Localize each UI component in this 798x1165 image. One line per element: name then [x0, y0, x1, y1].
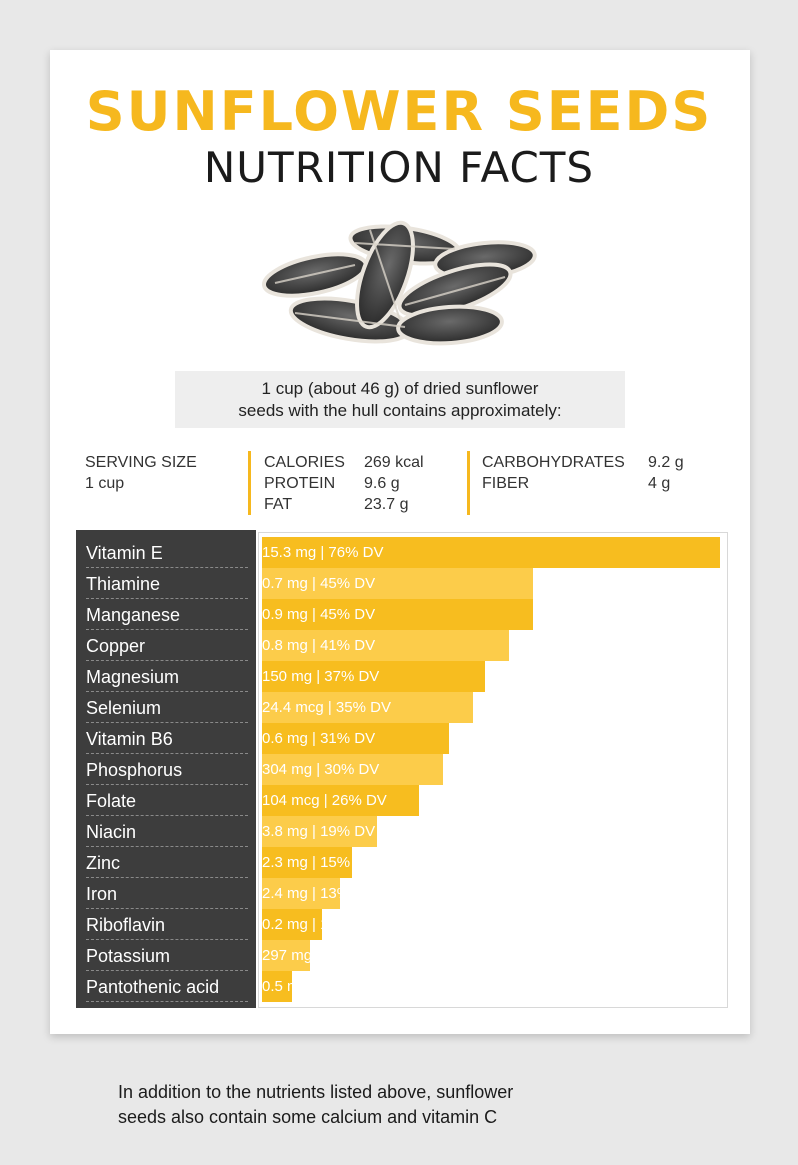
nutrient-bar	[262, 661, 485, 692]
nutrient-label: Manganese	[86, 600, 248, 630]
nutrient-bar-chart: Vitamin E Thiamine Manganese Copper Magnesiu…	[76, 530, 728, 1008]
bar-value-label: 15.3 mg | 76% DV	[262, 544, 384, 561]
serving-note-line-1: 1 cup (about 46 g) of dried sunflower	[261, 378, 539, 398]
nutrient-label: Niacin	[86, 817, 248, 847]
bar-value-label: 297 mg | 8% DV	[262, 947, 371, 964]
bar-value-label: 0.9 mg | 45% DV	[262, 606, 376, 623]
nutrient-bar	[262, 909, 322, 940]
calories-label: CALORIES	[264, 454, 345, 471]
bar-value-label: 3.8 mg | 19% DV	[262, 823, 376, 840]
fat-value: 23.7 g	[364, 496, 409, 513]
nutrient-bar	[262, 940, 310, 971]
protein-value: 9.6 g	[364, 475, 400, 492]
bar-plot-area: 15.3 mg | 76% DV 0.7 mg | 45% DV 0.9 mg | …	[258, 532, 728, 1008]
footer-line-1: In addition to the nutrients listed abov…	[118, 1082, 514, 1102]
bar-value-label: 24.4 mcg | 35% DV	[262, 699, 391, 716]
carbohydrates-value: 9.2 g	[648, 454, 684, 471]
fiber-value: 4 g	[648, 475, 671, 492]
nutrient-label: Riboflavin	[86, 910, 248, 940]
nutrient-label: Thiamine	[86, 569, 248, 599]
footer-note: In addition to the nutrients listed abov…	[118, 1080, 678, 1130]
nutrient-label: Potassium	[86, 941, 248, 971]
bar-value-label: 2.4 mg | 13% DV	[262, 885, 376, 902]
bar-value-label: 0.5 mg | 5% DV	[262, 978, 367, 995]
nutrient-label: Copper	[86, 631, 248, 661]
protein-label: PROTEIN	[264, 475, 336, 492]
nutrient-label: Phosphorus	[86, 755, 248, 785]
serving-size-block: SERVING SIZE 1 cup	[85, 452, 197, 494]
bar-value-label: 0.7 mg | 45% DV	[262, 575, 376, 592]
nutrient-bar	[262, 568, 533, 599]
nutrient-bar	[262, 847, 352, 878]
carbohydrates-label: CARBOHYDRATES	[482, 454, 625, 471]
nutrient-bar	[262, 537, 720, 568]
bar-value-label: 0.2 mg | 10% DV	[262, 916, 376, 933]
serving-size-label: SERVING SIZE	[85, 454, 197, 471]
nutrient-bar	[262, 785, 419, 816]
bar-value-label: 150 mg | 37% DV	[262, 668, 380, 685]
nutrient-bar	[262, 878, 340, 909]
nutrient-label-column: Vitamin E Thiamine Manganese Copper Magnesiu…	[76, 530, 256, 1008]
nutrient-label: Pantothenic acid	[86, 972, 248, 1002]
serving-note-line-2: seeds with the hull contains approximate…	[238, 400, 562, 420]
nutrient-bar	[262, 599, 533, 630]
page-title: SUNFLOWER SEEDS	[85, 80, 713, 143]
nutrient-bar	[262, 723, 449, 754]
serving-size-value: 1 cup	[85, 475, 125, 492]
serving-note: 1 cup (about 46 g) of dried sunflower se…	[175, 371, 625, 428]
nutrient-label: Selenium	[86, 693, 248, 723]
fiber-label: FIBER	[482, 475, 530, 492]
nutrient-label: Folate	[86, 786, 248, 816]
facts-divider-2	[467, 451, 470, 515]
macros-block: CALORIES 269 kcal PROTEIN 9.6 g FAT 23.7 g	[264, 452, 424, 515]
bar-value-label: 0.8 mg | 41% DV	[262, 637, 376, 654]
facts-divider-1	[248, 451, 251, 515]
nutrient-label: Zinc	[86, 848, 248, 878]
bar-value-label: 304 mg | 30% DV	[262, 761, 380, 778]
sunflower-seeds-image	[261, 220, 537, 346]
nutrient-label: Vitamin B6	[86, 724, 248, 754]
nutrient-bar	[262, 754, 443, 785]
fat-label: FAT	[264, 496, 293, 513]
nutrient-label: Vitamin E	[86, 538, 248, 568]
nutrient-bar	[262, 816, 377, 847]
bar-value-label: 2.3 mg | 15% DV	[262, 854, 376, 871]
nutrient-bar	[262, 692, 473, 723]
nutrient-bar	[262, 971, 292, 1002]
nutrient-label: Iron	[86, 879, 248, 909]
bar-value-label: 0.6 mg | 31% DV	[262, 730, 376, 747]
nutrient-label: Magnesium	[86, 662, 248, 692]
nutrient-bar	[262, 630, 509, 661]
page-subtitle: NUTRITION FACTS	[203, 143, 595, 192]
carbs-block: CARBOHYDRATES 9.2 g FIBER 4 g	[482, 452, 684, 494]
bar-value-label: 104 mcg | 26% DV	[262, 792, 387, 809]
footer-line-2: seeds also contain some calcium and vita…	[118, 1107, 498, 1127]
calories-value: 269 kcal	[364, 454, 424, 471]
